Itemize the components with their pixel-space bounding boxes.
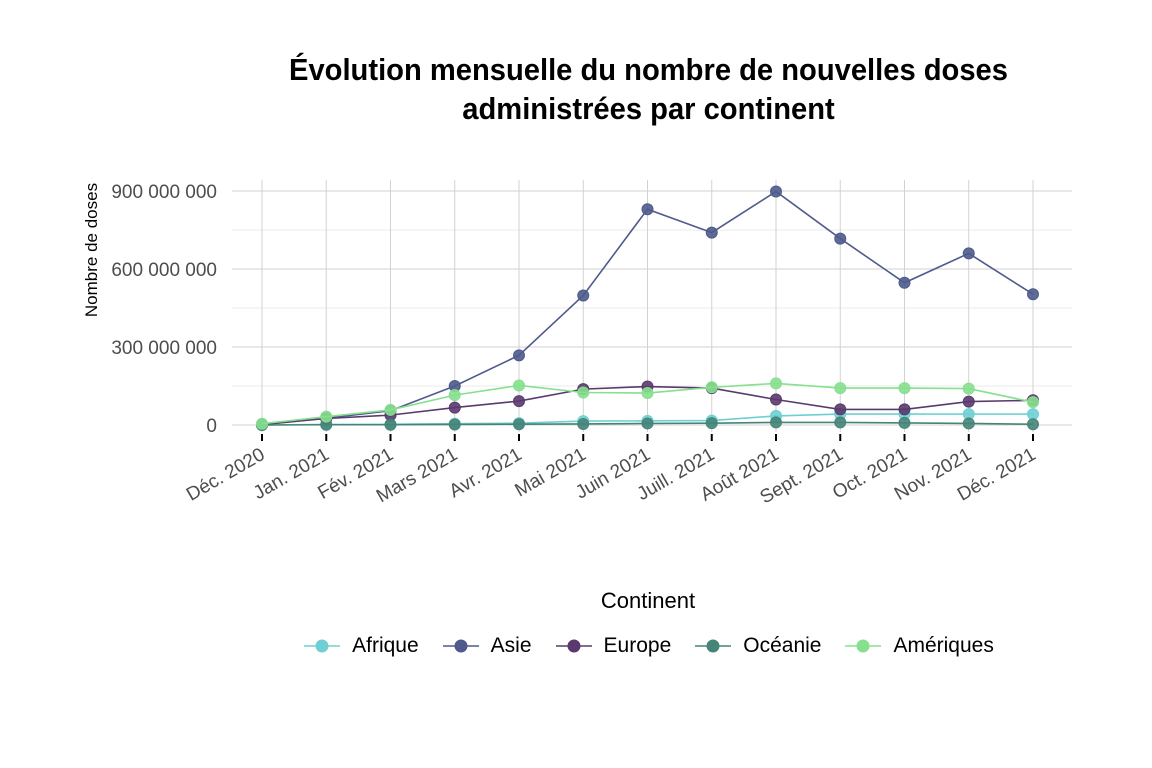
data-point [834, 416, 847, 429]
data-point [577, 289, 590, 302]
legend-key-icon [442, 639, 479, 653]
legend-key-icon [695, 639, 732, 653]
data-point [898, 382, 911, 395]
chart-title: Évolution mensuelle du nombre de nouvell… [199, 50, 1099, 128]
data-point [577, 386, 590, 399]
data-point [834, 382, 847, 395]
data-point [448, 389, 461, 402]
data-point [641, 387, 654, 400]
legend-item-europe: Europe [554, 634, 672, 658]
data-point [320, 410, 333, 423]
data-point [898, 416, 911, 429]
data-point [962, 247, 975, 260]
legend-title: Continent [600, 588, 696, 613]
legend-item-asie: Asie [441, 634, 532, 658]
data-point [705, 226, 718, 239]
legend-label: Amériques [893, 634, 994, 657]
series-amériques [256, 377, 1039, 430]
data-point [384, 403, 397, 416]
data-point [705, 381, 718, 394]
data-point [448, 401, 461, 414]
data-point [705, 417, 718, 430]
data-point [962, 395, 975, 408]
data-point [1027, 396, 1039, 409]
legend-key-icon [845, 639, 882, 653]
legend: Continent Afrique Asie Europe Océanie Amériq… [0, 588, 1152, 658]
legend-label: Afrique [352, 634, 419, 657]
data-point [1027, 408, 1039, 421]
legend-label: Europe [603, 634, 672, 657]
data-point [898, 276, 911, 289]
series-group [256, 185, 1039, 431]
legend-item-océanie: Océanie [693, 634, 821, 658]
data-point [770, 377, 782, 390]
data-point [770, 416, 782, 429]
legend-item-afrique: Afrique [302, 634, 419, 658]
y-axis: 0 300 000 000 600 000 000 900 000 000 [111, 182, 217, 437]
y-axis-label: Nombre de doses [82, 183, 101, 317]
data-point [513, 349, 525, 362]
data-point [641, 203, 654, 216]
data-point [962, 382, 975, 395]
line-chart: 0 300 000 000 600 000 000 900 000 000 Déc. … [82, 180, 1072, 508]
data-point [1027, 288, 1039, 301]
legend-items: Afrique Asie Europe Océanie Amériques [0, 634, 1152, 658]
y-tick-label: 300 000 000 [111, 338, 217, 359]
data-point [513, 418, 525, 431]
data-point [577, 417, 590, 430]
data-point [770, 185, 782, 198]
data-point [641, 417, 654, 430]
x-tick-label: Avr. 2021 [446, 444, 526, 502]
data-point [962, 417, 975, 430]
data-point [770, 393, 782, 406]
y-tick-label: 0 [206, 416, 217, 437]
y-tick-label: 600 000 000 [111, 260, 217, 281]
data-point [898, 403, 911, 416]
legend-label: Océanie [743, 634, 822, 657]
legend-key-icon [555, 639, 592, 653]
chart-title-line-2: administrées par continent [462, 91, 835, 126]
data-point [834, 403, 847, 416]
chart-title-line-1: Évolution mensuelle du nombre de nouvell… [289, 52, 1008, 87]
data-point [384, 418, 397, 431]
legend-key-icon [304, 639, 341, 653]
data-point [448, 418, 461, 431]
data-point [1027, 418, 1039, 431]
data-point [513, 379, 525, 392]
data-point [834, 232, 847, 245]
legend-label: Asie [490, 634, 532, 657]
y-tick-label: 900 000 000 [111, 182, 217, 203]
legend-item-amériques: Amériques [843, 634, 994, 658]
data-point [513, 395, 525, 408]
data-point [256, 417, 268, 430]
